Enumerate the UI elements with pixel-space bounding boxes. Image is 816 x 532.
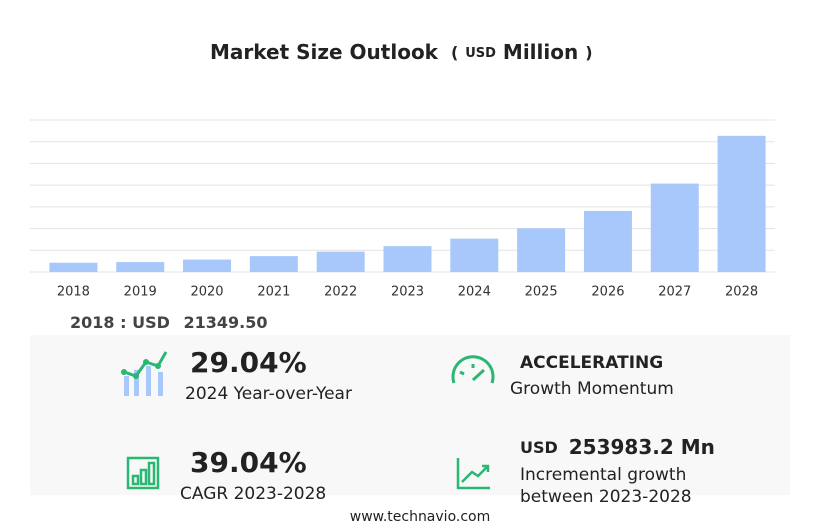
base-year-value: 21349.50: [183, 313, 267, 332]
icon-gauge: [451, 355, 495, 384]
bar: [116, 262, 165, 272]
kpi-value: USD 253983.2 Mn: [520, 435, 715, 459]
bar: [383, 246, 432, 272]
bar: [650, 183, 699, 272]
x-tick-label: 2026: [591, 285, 624, 300]
title-paren: (: [451, 43, 458, 62]
x-tick-label: 2018: [57, 285, 90, 300]
x-tick-label: 2022: [324, 285, 357, 300]
icon-cagr: [126, 456, 160, 490]
icon-yoy: [121, 351, 168, 396]
kpi-label: 2024 Year-over-Year: [185, 384, 352, 404]
chart-title: Market Size Outlook ( USD Million ): [210, 40, 593, 64]
plot: 2018 2019 2020 2021 2022 2023 2024 2025 2026 2027…: [30, 119, 775, 300]
x-tick-label: 2027: [658, 285, 691, 300]
x-tick-label: 2019: [124, 285, 157, 300]
title-currency: USD: [465, 46, 496, 61]
bar: [717, 135, 766, 272]
bar: [450, 238, 499, 272]
kpi-value: 29.04%: [190, 346, 307, 379]
bar: [316, 251, 365, 272]
kpi-label: Growth Momentum: [510, 379, 674, 399]
bar: [249, 256, 298, 272]
base-year: 2018 : USD 21349.50: [70, 313, 267, 332]
bar: [183, 259, 232, 272]
kpi-value: ACCELERATING: [520, 353, 663, 373]
kpi-panel: [30, 335, 790, 495]
x-tick-label: 2025: [525, 285, 558, 300]
x-tick-label: 2023: [391, 285, 424, 300]
bar: [583, 210, 632, 272]
bar: [49, 262, 98, 272]
title-scale: Million: [503, 40, 578, 64]
kpi-label: CAGR 2023-2028: [180, 484, 326, 504]
kpi-value-text: 253983.2 Mn: [569, 435, 715, 459]
icon-growth: [456, 458, 490, 490]
kpi-unit: USD: [520, 438, 558, 457]
bar: [517, 228, 566, 272]
footer: www.technavio.com: [350, 509, 491, 525]
title-paren: ): [585, 43, 592, 62]
base-year-text: 2018 : USD: [70, 313, 170, 332]
title-main: Market Size Outlook: [210, 40, 439, 64]
kpi-value: 39.04%: [190, 446, 307, 479]
x-tick-label: 2024: [458, 285, 491, 300]
kpi-label: between 2023-2028: [520, 487, 692, 507]
x-tick-label: 2020: [190, 285, 223, 300]
x-tick-label: 2028: [725, 285, 758, 300]
x-tick-label: 2021: [257, 285, 290, 300]
kpi-label: Incremental growth: [520, 465, 686, 485]
